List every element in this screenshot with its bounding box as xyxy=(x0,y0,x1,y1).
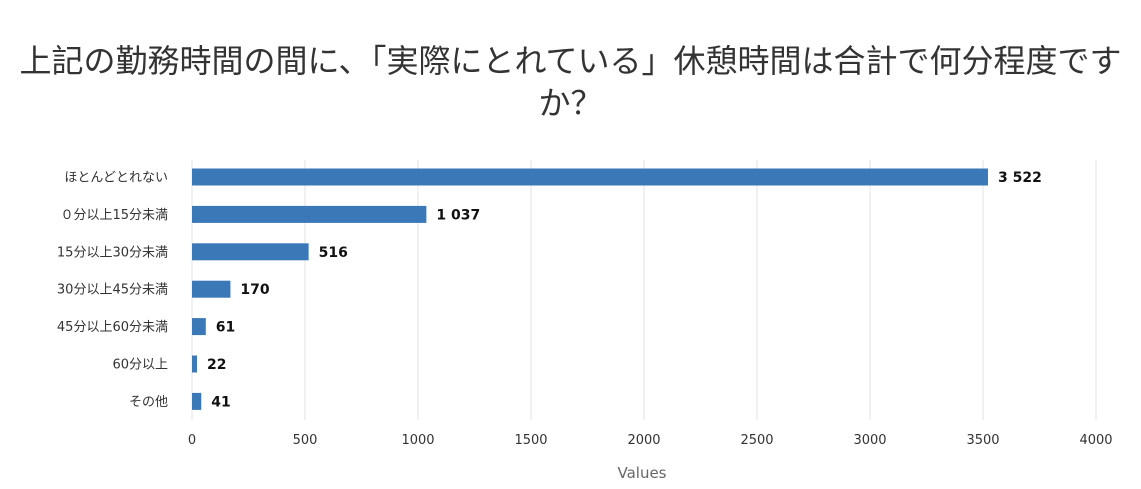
x-tick-label: 3000 xyxy=(853,433,886,448)
data-label: 516 xyxy=(319,245,348,261)
bar xyxy=(192,392,202,410)
x-tick-label: 500 xyxy=(293,433,318,448)
bar xyxy=(192,243,309,261)
category-label: 60分以上 xyxy=(112,358,168,373)
data-label: 1 037 xyxy=(436,207,480,223)
data-label: 22 xyxy=(207,357,226,373)
x-tick-label: 2000 xyxy=(627,433,660,448)
grid-lines xyxy=(191,160,1097,420)
bars xyxy=(192,168,988,410)
bar xyxy=(192,318,206,336)
bar xyxy=(192,205,427,223)
labels: 0 500 1000 1500 2000 2500 3000 3500 4000 ほとんどとれない… xyxy=(57,170,1113,448)
x-tick-label: 3500 xyxy=(966,433,999,448)
bar xyxy=(192,168,988,186)
x-tick-label: 2500 xyxy=(740,433,773,448)
data-label: 170 xyxy=(240,282,269,298)
data-label: 41 xyxy=(211,394,230,410)
bar xyxy=(192,355,197,373)
data-label: 61 xyxy=(216,320,235,336)
x-tick-label: 1500 xyxy=(514,433,547,448)
data-label: 3 522 xyxy=(998,170,1042,186)
x-axis-title: Values xyxy=(617,464,666,482)
bar xyxy=(192,280,231,298)
category-label: ０分以上15分未満 xyxy=(60,208,168,223)
category-label: 30分以上45分未満 xyxy=(57,283,168,298)
chart-title: 上記の勤務時間の間に、「実際にとれている」休憩時間は合計で何分程度ですか？ xyxy=(19,42,1122,122)
category-label: その他 xyxy=(129,395,168,410)
x-tick-label: 4000 xyxy=(1079,433,1112,448)
x-tick-label: 0 xyxy=(188,433,196,448)
category-label: ほとんどとれない xyxy=(64,171,168,186)
x-tick-label: 1000 xyxy=(401,433,434,448)
category-label: 45分以上60分未満 xyxy=(57,320,168,335)
category-label: 15分以上30分未満 xyxy=(57,245,168,260)
